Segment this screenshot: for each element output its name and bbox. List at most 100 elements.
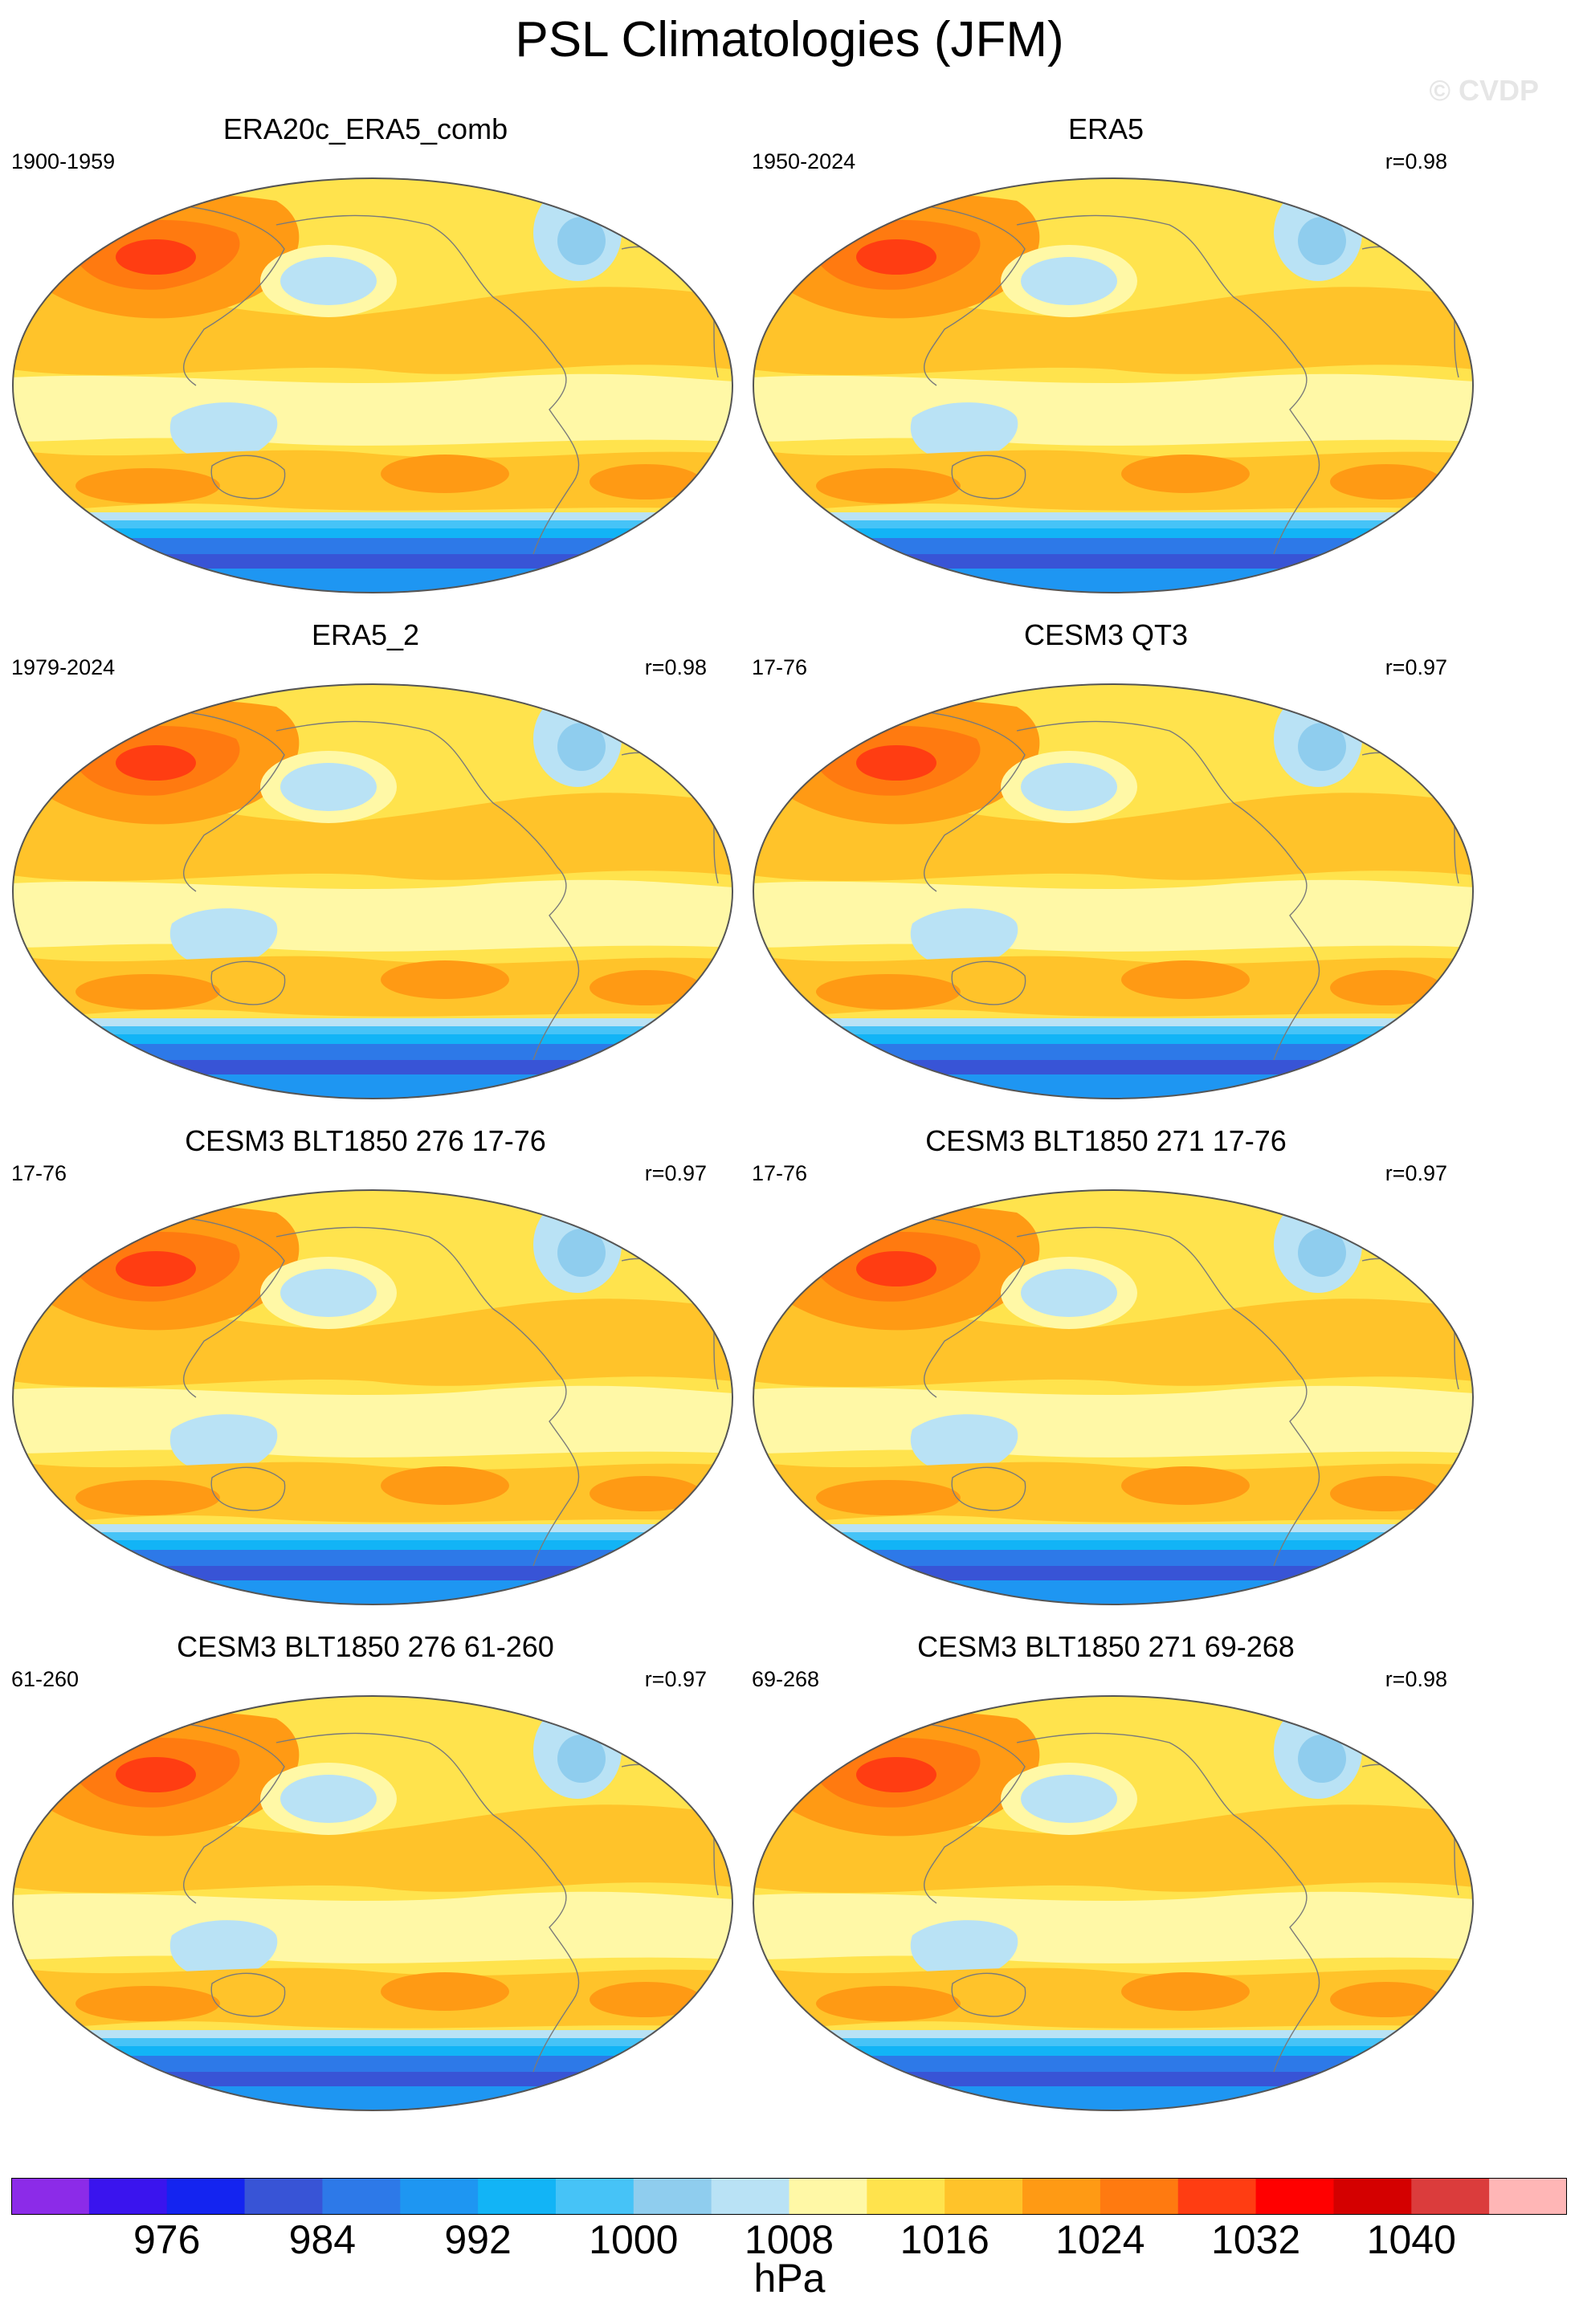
panel-period: 17-76 bbox=[752, 1161, 808, 1185]
field-maritime-low bbox=[910, 1920, 1018, 1980]
field-so-band-4 bbox=[13, 1550, 732, 1568]
field-sh-high-2 bbox=[1121, 455, 1250, 493]
map-panel: CESM3 QT3 17-76 r=0.97 bbox=[741, 618, 1474, 1100]
coast-americas bbox=[1016, 214, 1320, 555]
field-sh-high-3 bbox=[590, 970, 702, 1005]
coast-australia bbox=[210, 960, 286, 1005]
map-panel: CESM3 BLT1850 276 17-76 17-76 r=0.97 bbox=[0, 1124, 733, 1606]
field-icelandic-core bbox=[557, 217, 606, 265]
colorbar-swatch bbox=[478, 2178, 557, 2215]
field-sh-high-2 bbox=[1121, 1972, 1250, 2011]
map-field bbox=[753, 683, 1474, 1099]
field-antarctic bbox=[753, 2086, 1473, 2110]
field-antarctic bbox=[13, 1074, 732, 1099]
field-siberian-center bbox=[856, 1251, 936, 1286]
field-icelandic-core bbox=[557, 1735, 606, 1783]
map-outline bbox=[12, 683, 733, 1099]
coast-americas bbox=[1016, 720, 1320, 1061]
panel-title: CESM3 BLT1850 271 17-76 bbox=[925, 1124, 1287, 1157]
field-so-band-5 bbox=[753, 1566, 1473, 1582]
field-icelandic-core bbox=[1298, 217, 1346, 265]
field-equatorial-band bbox=[753, 1891, 1473, 1963]
field-so-band-3 bbox=[753, 2046, 1473, 2057]
map-outline bbox=[12, 1695, 733, 2111]
map-field bbox=[753, 177, 1474, 593]
colorbar-tick-label: 1024 bbox=[1055, 2217, 1145, 2262]
field-so-band-5 bbox=[13, 1060, 732, 1076]
field-so-band-4 bbox=[13, 538, 732, 556]
coast-americas bbox=[275, 720, 580, 1061]
field-maritime-low bbox=[910, 402, 1018, 463]
field-so-band-3 bbox=[13, 528, 732, 540]
field-sh-high-3 bbox=[1330, 970, 1442, 1005]
colorbar-swatch bbox=[711, 2178, 790, 2215]
field-equatorial-band bbox=[13, 1385, 732, 1458]
field-antarctic bbox=[753, 569, 1473, 593]
field-sh-high-3 bbox=[1330, 464, 1442, 499]
field-sh-high-1 bbox=[75, 1986, 220, 2021]
field-so-band-5 bbox=[13, 2072, 732, 2088]
panel-correlation: r=0.97 bbox=[1385, 655, 1447, 679]
field-aleutian-low bbox=[1021, 763, 1117, 811]
colorbar-tick-label: 984 bbox=[288, 2217, 357, 2262]
field-icelandic-core bbox=[1298, 1735, 1346, 1783]
field-sh-high-2 bbox=[1121, 1466, 1250, 1505]
colorbar-swatch bbox=[1489, 2178, 1567, 2215]
field-aleutian-low bbox=[1021, 1269, 1117, 1317]
field-aleutian-low bbox=[1021, 1775, 1117, 1823]
watermark: © CVDP bbox=[1429, 74, 1539, 107]
field-so-band-4 bbox=[753, 1550, 1473, 1568]
panel-correlation: r=0.97 bbox=[1385, 1161, 1447, 1185]
map-outline bbox=[12, 177, 733, 593]
coast-australia bbox=[210, 455, 286, 499]
colorbar-swatch bbox=[88, 2178, 168, 2215]
field-icelandic-core bbox=[557, 723, 606, 771]
map-panel: CESM3 BLT1850 271 17-76 17-76 r=0.97 bbox=[741, 1124, 1474, 1606]
colorbar-swatch bbox=[244, 2178, 323, 2215]
field-so-band-5 bbox=[753, 1060, 1473, 1076]
field-so-band-5 bbox=[13, 554, 732, 570]
colorbar-swatch bbox=[1100, 2178, 1179, 2215]
colorbar-swatch bbox=[555, 2178, 634, 2215]
map-field bbox=[12, 1695, 733, 2111]
panel-title: CESM3 QT3 bbox=[1023, 618, 1189, 651]
field-sh-high-2 bbox=[381, 455, 509, 493]
colorbar-tick-label: 1040 bbox=[1366, 2217, 1456, 2262]
panel-period: 1900-1959 bbox=[11, 149, 116, 173]
panel-title: ERA5 bbox=[1067, 112, 1144, 145]
coast-australia bbox=[951, 455, 1026, 499]
panel-correlation: r=0.98 bbox=[1385, 149, 1447, 173]
field-sh-high-2 bbox=[1121, 960, 1250, 999]
field-aleutian-low bbox=[280, 257, 377, 305]
panel-correlation: r=0.97 bbox=[644, 1161, 707, 1185]
colorbar-swatch bbox=[400, 2178, 479, 2215]
coast-americas bbox=[275, 1732, 580, 2073]
field-siberian-center bbox=[116, 1251, 196, 1286]
colorbar-swatch bbox=[1411, 2178, 1490, 2215]
colorbar-swatch bbox=[1022, 2178, 1101, 2215]
field-sh-high-3 bbox=[1330, 1476, 1442, 1511]
map-panel: CESM3 BLT1850 276 61-260 61-260 r=0.97 bbox=[0, 1630, 733, 2112]
field-siberian-center bbox=[856, 239, 936, 275]
panel-correlation: r=0.97 bbox=[644, 1667, 707, 1691]
field-equatorial-band bbox=[13, 1891, 732, 1963]
field-antarctic bbox=[753, 1580, 1473, 1604]
field-sh-high-2 bbox=[381, 960, 509, 999]
map-outline bbox=[753, 1189, 1474, 1605]
map-field bbox=[12, 1189, 733, 1605]
colorbar-tick-label: 1000 bbox=[589, 2217, 679, 2262]
field-sh-high-1 bbox=[816, 1986, 961, 2021]
map-outline bbox=[12, 1189, 733, 1605]
field-maritime-low bbox=[169, 1414, 278, 1474]
field-equatorial-band bbox=[753, 1385, 1473, 1458]
colorbar-labels: 976 984 992 1000 1008 1016 1024 1032 1040 bbox=[0, 2216, 1579, 2273]
field-so-band-3 bbox=[753, 1034, 1473, 1046]
map-panel: ERA20c_ERA5_comb 1900-1959 bbox=[0, 112, 733, 594]
map-outline bbox=[753, 1695, 1474, 2111]
colorbar-tick-label: 1008 bbox=[744, 2217, 834, 2262]
field-siberian-center bbox=[116, 239, 196, 275]
map-field bbox=[12, 683, 733, 1099]
coast-australia bbox=[951, 960, 1026, 1005]
panel-period: 17-76 bbox=[752, 655, 808, 679]
field-aleutian-low bbox=[280, 763, 377, 811]
